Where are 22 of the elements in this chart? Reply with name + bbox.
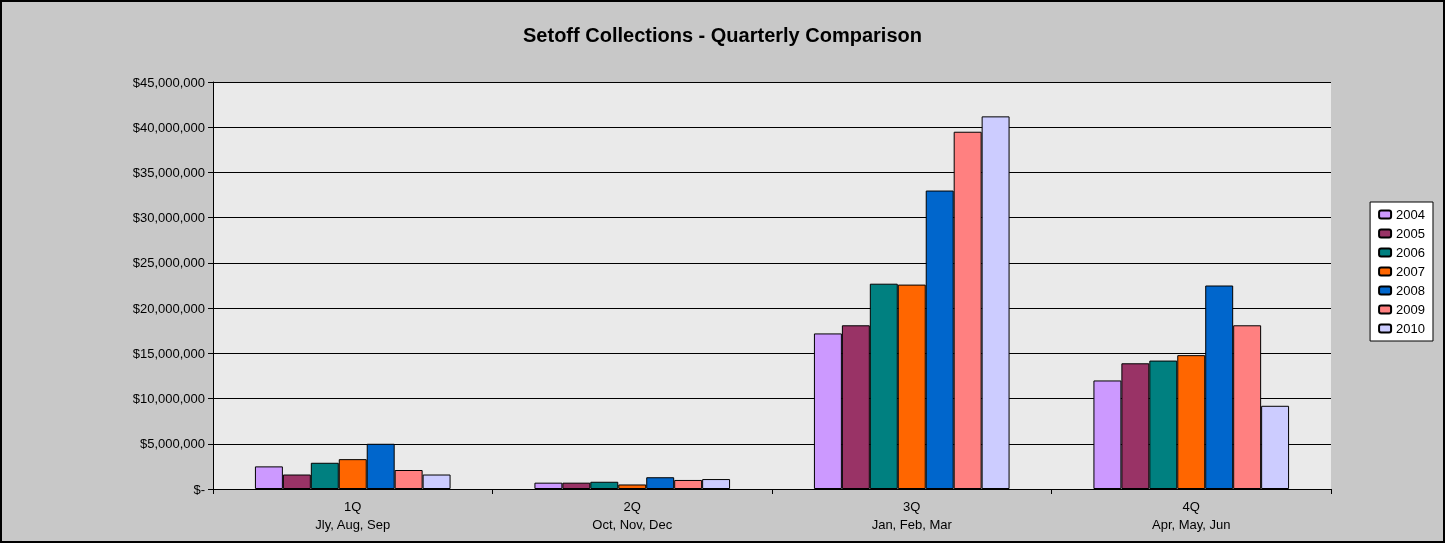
y-tick-label: $30,000,000 [132,210,205,226]
y-tick-label: $45,000,000 [132,74,205,90]
legend-label: 2009 [1396,302,1425,317]
y-tick-label: $20,000,000 [132,300,205,316]
y-tick-label: $5,000,000 [139,436,205,452]
x-tick-label: 3Q Jan, Feb, Mar [871,498,953,532]
legend-label: 2006 [1396,245,1425,260]
y-tick-label: $15,000,000 [132,345,205,361]
x-tick-label: 4Q Apr, May, Jun [1151,498,1231,532]
x-tick-label: 1Q Jly, Aug, Sep [315,498,391,532]
y-tick-label: $40,000,000 [132,119,205,135]
legend-label: 2008 [1396,283,1425,298]
legend-label: 2007 [1396,264,1425,279]
y-tick-label: $25,000,000 [132,255,205,271]
y-tick-label: $10,000,000 [132,391,205,407]
legend-label: 2010 [1396,321,1425,336]
legend-label: 2004 [1396,207,1425,222]
chart-title: Setoff Collections - Quarterly Comparison [523,24,922,46]
y-tick-label: $- [193,481,205,497]
y-tick-label: $35,000,000 [132,164,205,180]
legend-label: 2005 [1396,226,1425,241]
x-tick-label: 2Q Oct, Nov, Dec [592,498,673,532]
